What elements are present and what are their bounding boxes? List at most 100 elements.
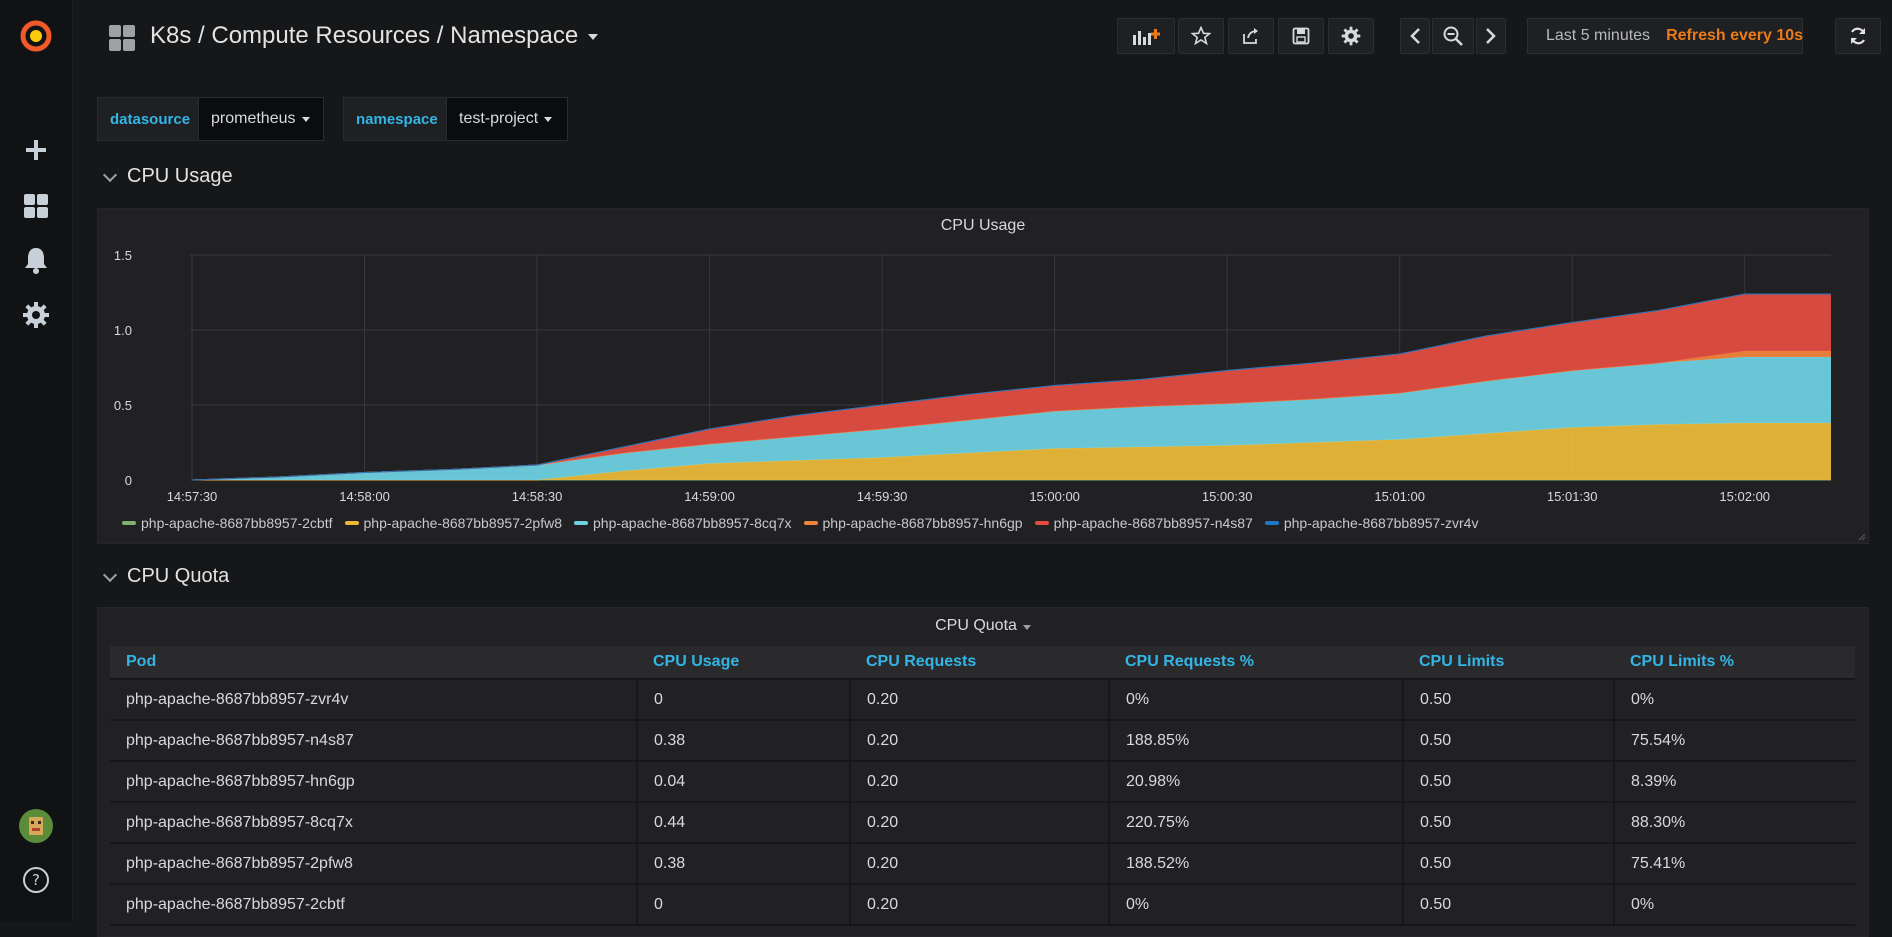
zoom-out-icon xyxy=(1443,26,1463,46)
x-tick-label: 15:02:00 xyxy=(1719,489,1770,504)
sidebar: ? xyxy=(0,0,73,921)
chevron-down-icon xyxy=(102,567,118,582)
dashboard-title[interactable]: K8s / Compute Resources / Namespace xyxy=(150,22,599,50)
table-header-row: Pod CPU Usage CPU Requests CPU Requests % CP… xyxy=(110,646,1855,680)
time-range-picker[interactable]: Last 5 minutes Refresh every 10s xyxy=(1527,18,1803,54)
cpu-quota-table: Pod CPU Usage CPU Requests CPU Requests % CP… xyxy=(110,646,1855,926)
column-header[interactable]: CPU Limits xyxy=(1403,646,1614,680)
x-tick-label: 15:01:30 xyxy=(1547,489,1598,504)
panel-title-text: CPU Quota xyxy=(935,617,1017,634)
svg-text:?: ? xyxy=(32,871,40,889)
panel-title[interactable]: CPU Quota xyxy=(98,617,1868,635)
add-panel-button[interactable] xyxy=(1117,18,1175,54)
resize-handle-icon[interactable] xyxy=(1858,533,1866,541)
legend-label: php-apache-8687bb8957-hn6gp xyxy=(822,515,1023,531)
caret-down-icon xyxy=(544,116,553,122)
legend-item[interactable]: php-apache-8687bb8957-8cq7x xyxy=(574,515,792,531)
refresh-icon xyxy=(1850,27,1866,45)
dashboards-grid-icon[interactable] xyxy=(18,188,54,224)
share-icon xyxy=(1243,28,1258,44)
x-tick-label: 15:00:00 xyxy=(1029,489,1080,504)
table-cell: 188.52% xyxy=(1109,843,1404,885)
table-cell: 20.98% xyxy=(1109,761,1404,803)
legend-item[interactable]: php-apache-8687bb8957-2pfw8 xyxy=(344,515,562,531)
table-cell: 0% xyxy=(1109,884,1404,926)
x-tick-label: 15:01:00 xyxy=(1374,489,1425,504)
top-navbar: K8s / Compute Resources / Namespace Last… xyxy=(72,0,1892,72)
legend-swatch xyxy=(122,521,136,525)
datasource-select[interactable]: prometheus xyxy=(199,97,324,141)
column-header[interactable]: CPU Usage xyxy=(637,646,850,680)
time-back-button[interactable] xyxy=(1400,18,1430,54)
table-cell: 0.50 xyxy=(1403,679,1615,721)
table-cell: php-apache-8687bb8957-zvr4v xyxy=(110,679,638,721)
x-tick-label: 14:58:30 xyxy=(512,489,563,504)
legend-item[interactable]: php-apache-8687bb8957-zvr4v xyxy=(1264,515,1478,531)
table-row: php-apache-8687bb8957-2cbtf 0 0.20 0% 0.50 0% xyxy=(110,884,1855,926)
table-cell: 0 xyxy=(637,884,851,926)
question-circle-icon[interactable]: ? xyxy=(18,862,54,898)
series-area-php-apache-8687bb8957-8cq7x[interactable] xyxy=(192,357,1831,480)
column-header[interactable]: CPU Limits % xyxy=(1614,646,1855,680)
add-panel-icon xyxy=(1133,29,1160,45)
table-cell: 0% xyxy=(1614,884,1855,926)
table-cell: 0.50 xyxy=(1403,802,1615,844)
table-cell: php-apache-8687bb8957-hn6gp xyxy=(110,761,638,803)
table-cell: 0.38 xyxy=(637,720,851,762)
table-cell: 0.20 xyxy=(850,843,1110,885)
variable-label: namespace xyxy=(343,97,447,141)
share-button[interactable] xyxy=(1228,18,1274,54)
table-cell: 0.20 xyxy=(850,679,1110,721)
legend-swatch xyxy=(1264,521,1279,525)
series-area-php-apache-8687bb8957-2pfw8[interactable] xyxy=(192,423,1831,480)
cpu-usage-chart[interactable]: 0 0.5 1.0 1.5 14:57:30 14:58:00 14:58:30 14:59:… xyxy=(98,209,1870,509)
y-tick-label: 0 xyxy=(125,473,132,488)
y-tick-label: 1.0 xyxy=(114,323,132,338)
legend-swatch xyxy=(1034,521,1049,525)
series-line-php-apache-8687bb8957-zvr4v xyxy=(191,293,1831,481)
namespace-select[interactable]: test-project xyxy=(447,97,568,141)
bell-icon[interactable] xyxy=(18,242,54,278)
legend-swatch xyxy=(574,521,588,525)
grafana-logo-icon[interactable] xyxy=(18,18,54,54)
table-cell: 75.54% xyxy=(1614,720,1855,762)
star-button[interactable] xyxy=(1178,18,1224,54)
legend-item[interactable]: php-apache-8687bb8957-n4s87 xyxy=(1034,515,1253,531)
table-cell: php-apache-8687bb8957-2pfw8 xyxy=(110,843,638,885)
legend-swatch xyxy=(344,521,359,525)
variable-value: test-project xyxy=(459,110,539,127)
table-cell: 0.50 xyxy=(1403,761,1615,803)
chevron-left-icon xyxy=(1410,28,1420,44)
settings-button[interactable] xyxy=(1328,18,1374,54)
dashboard-title-text: K8s / Compute Resources / Namespace xyxy=(150,22,579,49)
chevron-down-icon xyxy=(102,167,118,182)
refresh-interval-label: Refresh every 10s xyxy=(1666,27,1804,44)
table-cell: php-apache-8687bb8957-n4s87 xyxy=(110,720,638,762)
dashboard-grid-icon[interactable] xyxy=(108,24,136,52)
column-header[interactable]: CPU Requests % xyxy=(1109,646,1403,680)
zoom-out-button[interactable] xyxy=(1432,18,1474,54)
gear-icon[interactable] xyxy=(18,297,54,333)
refresh-button[interactable] xyxy=(1835,18,1881,54)
table-cell: 0.50 xyxy=(1403,843,1615,885)
time-forward-button[interactable] xyxy=(1476,18,1506,54)
legend-item[interactable]: php-apache-8687bb8957-hn6gp xyxy=(803,515,1023,531)
y-tick-label: 1.5 xyxy=(114,248,132,263)
series-area-php-apache-8687bb8957-n4s87[interactable] xyxy=(192,294,1831,480)
table-cell: 0.50 xyxy=(1403,884,1615,926)
column-header[interactable]: CPU Requests xyxy=(850,646,1109,680)
legend-item[interactable]: php-apache-8687bb8957-2cbtf xyxy=(122,515,333,531)
user-avatar[interactable] xyxy=(18,808,54,844)
caret-down-icon xyxy=(301,116,310,122)
row-cpu-quota[interactable]: CPU Quota xyxy=(102,565,229,588)
plus-icon[interactable] xyxy=(18,132,54,168)
x-tick-label: 14:59:00 xyxy=(684,489,735,504)
row-cpu-usage[interactable]: CPU Usage xyxy=(102,165,233,188)
save-button[interactable] xyxy=(1278,18,1324,54)
panel-title[interactable]: CPU Usage xyxy=(940,217,1026,234)
variable-value: prometheus xyxy=(211,110,296,127)
legend-swatch xyxy=(803,521,818,525)
column-header[interactable]: Pod xyxy=(110,646,637,680)
cpu-quota-panel: CPU Quota Pod CPU Usage CPU Requests CPU Re… xyxy=(97,607,1869,937)
x-tick-label: 14:59:30 xyxy=(857,489,908,504)
